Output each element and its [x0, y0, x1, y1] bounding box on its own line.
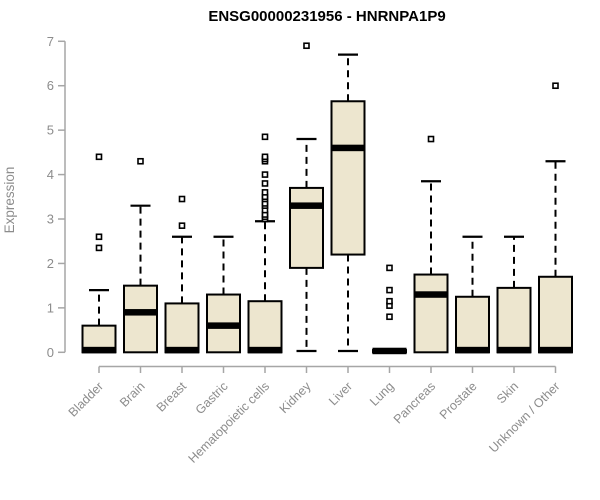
outlier-point [261, 180, 269, 187]
box [455, 295, 490, 354]
box [330, 100, 366, 256]
y-tick-label: 6 [47, 78, 54, 93]
outlier-point [386, 297, 393, 305]
outlier-point [261, 189, 269, 196]
median-line [372, 347, 407, 355]
median-line [455, 346, 490, 354]
median-line [123, 309, 158, 316]
outlier-point [95, 233, 103, 241]
x-tick-label: Kidney [277, 379, 314, 416]
y-axis-title: Expression [2, 167, 17, 234]
median-line [206, 322, 241, 329]
y-tick-label: 0 [47, 345, 54, 360]
median-line [331, 144, 365, 152]
median-line [289, 202, 324, 209]
y-tick-label: 1 [47, 300, 54, 315]
y-tick-label: 2 [47, 256, 54, 271]
box [247, 300, 283, 354]
median-line [82, 346, 116, 354]
median-line [248, 346, 282, 354]
x-tick-label: Prostate [437, 379, 480, 422]
outlier-point [303, 42, 310, 50]
x-tick-label: Brain [117, 379, 148, 410]
x-tick-label: Skin [494, 379, 521, 406]
outlier-point [95, 153, 103, 161]
outlier-point [386, 286, 393, 294]
median-line [414, 291, 448, 298]
x-tick-label: Bladder [66, 379, 106, 419]
median-line [165, 346, 199, 354]
y-tick-label: 4 [47, 167, 54, 182]
outlier-point [427, 135, 435, 143]
box [413, 273, 449, 354]
outlier-point [95, 244, 103, 252]
box [289, 186, 324, 269]
x-tick-label: Gastric [193, 379, 231, 417]
outlier-point [137, 157, 144, 165]
x-tick-label: Lung [367, 379, 397, 409]
box [496, 286, 532, 354]
outlier-point [261, 153, 269, 161]
median-line [497, 346, 531, 354]
outlier-point [386, 264, 393, 272]
y-tick-label: 5 [47, 123, 54, 138]
box [538, 275, 573, 354]
box [164, 302, 200, 354]
x-tick-label: Unknown / Other [486, 379, 562, 455]
median-line [538, 346, 573, 354]
x-tick-label: Pancreas [391, 379, 438, 426]
plot-area: 0 1 2 3 4 5 6 7 Bladder Brain Breast GastricHematop… [47, 34, 573, 466]
box [123, 284, 158, 354]
x-tick-label: Hematopoietic cells [186, 379, 273, 466]
y-tick-label: 3 [47, 212, 54, 227]
x-tick-label: Breast [154, 379, 190, 415]
outlier-point [178, 195, 186, 203]
x-tick-label: Liver [326, 379, 355, 408]
chart-title: ENSG00000231956 - HNRNPA1P9 [208, 8, 445, 25]
outlier-point [261, 133, 269, 141]
y-tick-label: 7 [47, 34, 54, 49]
outlier-point [178, 222, 186, 229]
outlier-point [552, 82, 559, 90]
outlier-point [261, 171, 269, 178]
outlier-point [386, 313, 393, 321]
